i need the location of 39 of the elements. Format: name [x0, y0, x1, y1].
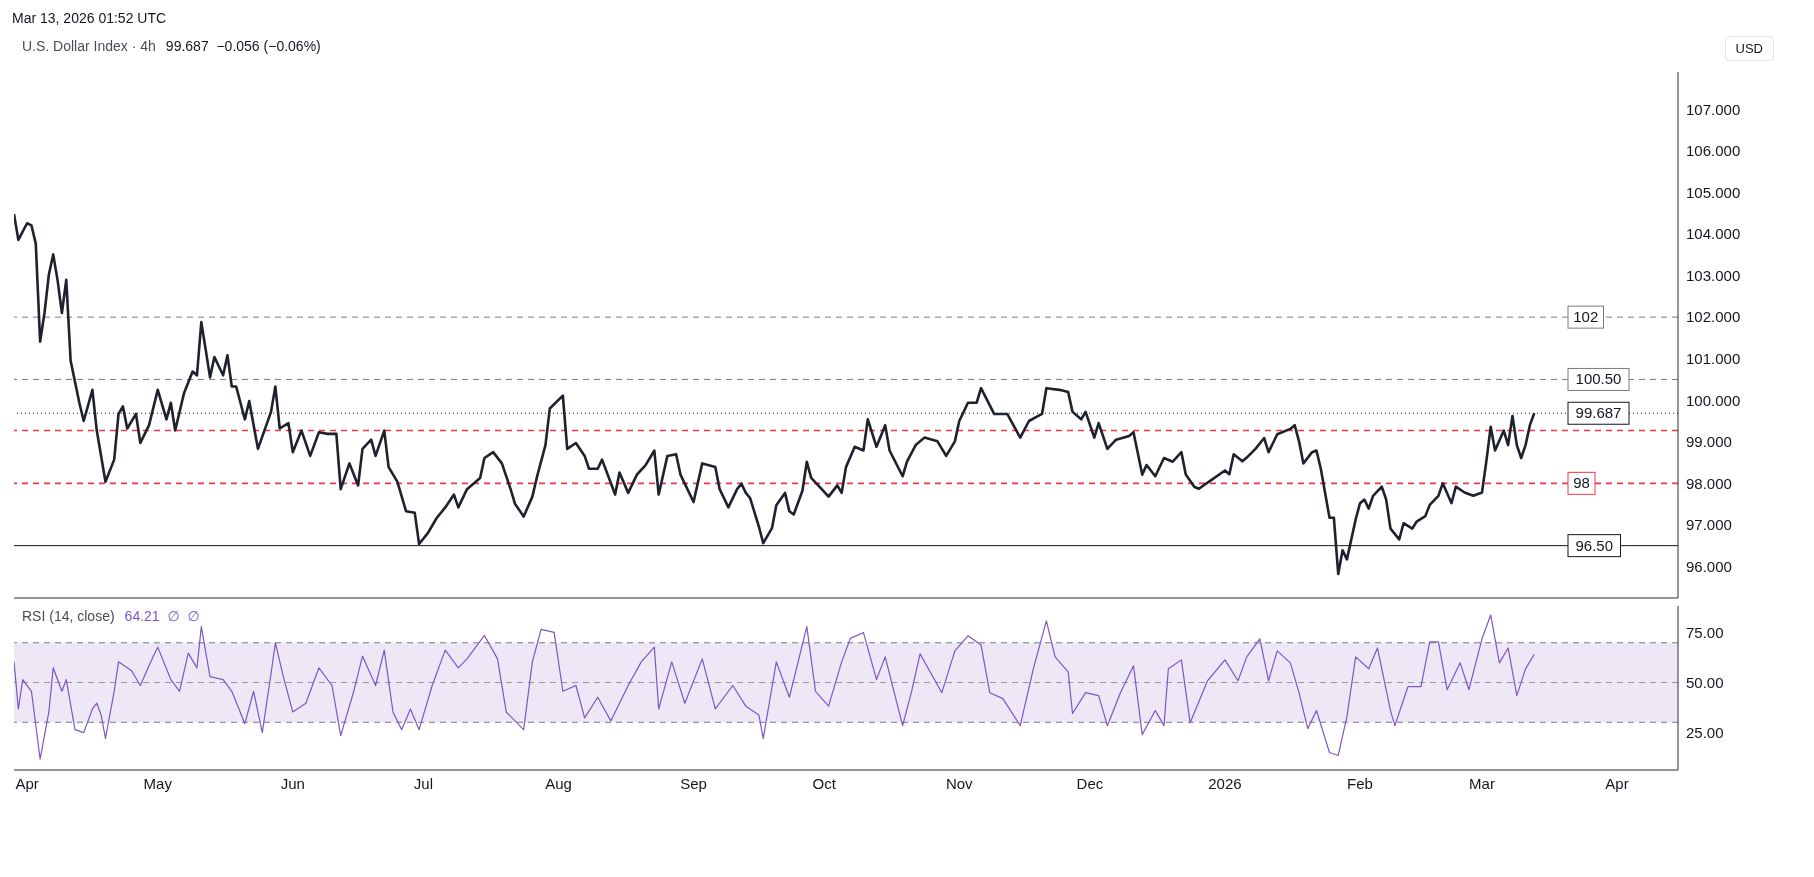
x-tick-label: Jul [413, 774, 434, 792]
y-tick-label: 50.00 [1686, 673, 1724, 691]
chart-subtitle: 64.21 ∅ ∅ [124, 608, 200, 624]
y-tick-label: 75.00 [1686, 624, 1724, 642]
x-tick-label: Sep [680, 774, 707, 792]
y-tick-label: 106.000 [1686, 142, 1741, 160]
y-tick-label: 104.000 [1686, 225, 1741, 243]
x-tick-label: May [143, 774, 173, 792]
chart-subtitle: 99.687 −0.056 (−0.06%) [165, 38, 321, 54]
ref-line-label: 96.50 [1575, 536, 1614, 554]
y-tick-label: 98.000 [1686, 474, 1732, 492]
chart-title: U.S. Dollar Index · 4h [22, 38, 156, 54]
x-tick-label: 2026 [1208, 774, 1242, 792]
ref-line-label: 100.50 [1575, 370, 1622, 388]
y-tick-label: 97.000 [1686, 516, 1732, 534]
ref-line-label: 102 [1573, 308, 1599, 326]
ref-line-label: 98 [1573, 474, 1590, 492]
x-tick-label: Mar [1469, 774, 1495, 792]
chart-title: RSI (14, close) [22, 608, 115, 624]
x-tick-label: Dec [1076, 774, 1104, 792]
x-tick-label: Apr [1605, 774, 1629, 792]
y-tick-label: 99.000 [1686, 433, 1732, 451]
y-tick-label: 103.000 [1686, 266, 1741, 284]
x-tick-label: Nov [945, 774, 974, 792]
y-tick-label: 101.000 [1686, 350, 1741, 368]
x-tick-label: Jun [280, 774, 305, 792]
y-tick-label: 107.000 [1686, 100, 1741, 118]
y-tick-label: 100.000 [1686, 391, 1741, 409]
y-tick-label: 25.00 [1686, 723, 1724, 741]
y-tick-label: 96.000 [1686, 557, 1732, 575]
y-axis-title: USD [1724, 36, 1774, 61]
text: Mar 13, 2026 01:52 UTC [11, 9, 168, 28]
y-tick-label: 105.000 [1686, 183, 1741, 201]
ref-line-label: 99.687 [1575, 404, 1622, 422]
x-tick-label: Feb [1347, 774, 1373, 792]
x-tick-label: Oct [812, 774, 837, 792]
x-tick-label: Aug [545, 774, 572, 792]
x-tick-label: Apr [15, 774, 39, 792]
y-tick-label: 102.000 [1686, 308, 1741, 326]
